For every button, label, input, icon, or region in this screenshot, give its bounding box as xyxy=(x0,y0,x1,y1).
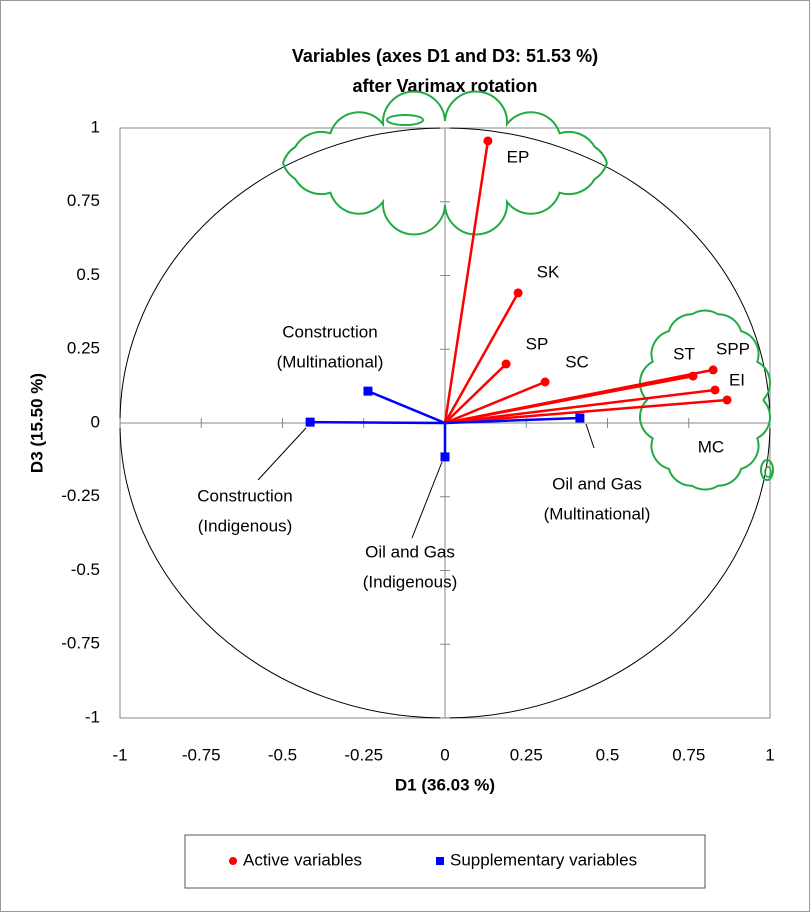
point-label: SP xyxy=(526,334,549,353)
point-label: (Indigenous) xyxy=(363,572,458,591)
point xyxy=(723,395,732,404)
legend-label: Active variables xyxy=(243,850,362,869)
point-label: (Multinational) xyxy=(277,352,384,371)
y-tick-label: 0 xyxy=(91,412,100,431)
point-label: EI xyxy=(729,370,745,389)
point xyxy=(575,413,584,422)
x-tick-label: 0.5 xyxy=(596,745,620,764)
y-tick-label: -0.25 xyxy=(61,486,100,505)
x-tick-label: 0.25 xyxy=(510,745,543,764)
x-tick-label: -0.25 xyxy=(344,745,383,764)
x-axis-label: D1 (36.03 %) xyxy=(395,775,495,794)
x-tick-label: 0 xyxy=(440,745,449,764)
point-label: (Multinational) xyxy=(544,504,651,523)
y-tick-label: 0.25 xyxy=(67,339,100,358)
point-label: SK xyxy=(537,262,560,281)
legend-marker xyxy=(436,857,444,865)
point xyxy=(541,377,550,386)
y-tick-label: -0.75 xyxy=(61,634,100,653)
x-tick-label: 1 xyxy=(765,745,774,764)
point xyxy=(483,136,492,145)
x-tick-label: -1 xyxy=(112,745,127,764)
vector xyxy=(310,422,445,423)
chart: Variables (axes D1 and D3: 51.53 %) afte… xyxy=(0,0,811,913)
point-label: ST xyxy=(673,344,695,363)
point xyxy=(514,288,523,297)
legend-label: Supplementary variables xyxy=(450,850,637,869)
page: {"chart_data": {"type": "scatter", "titl… xyxy=(0,0,811,913)
y-tick-label: 0.75 xyxy=(67,191,100,210)
point-label: EP xyxy=(507,147,530,166)
point-label: Oil and Gas xyxy=(552,474,642,493)
y-axis-label: D3 (15.50 %) xyxy=(27,373,46,473)
y-tick-label: -0.5 xyxy=(71,560,100,579)
y-tick-label: 0.5 xyxy=(76,265,100,284)
point xyxy=(709,365,718,374)
point-label: Construction xyxy=(282,322,377,341)
y-tick-label: 1 xyxy=(91,117,100,136)
chart-title: after Varimax rotation xyxy=(352,76,537,96)
point-label: MC xyxy=(698,437,724,456)
chart-title: Variables (axes D1 and D3: 51.53 %) xyxy=(292,46,598,66)
point xyxy=(711,385,720,394)
legend-marker xyxy=(229,857,237,865)
point xyxy=(306,418,315,427)
point-label: SPP xyxy=(716,339,750,358)
point-label: Oil and Gas xyxy=(365,542,455,561)
x-tick-label: -0.5 xyxy=(268,745,297,764)
point-label: SC xyxy=(565,352,589,371)
x-tick-label: 0.75 xyxy=(672,745,705,764)
point xyxy=(502,360,511,369)
point xyxy=(441,452,450,461)
y-tick-label: -1 xyxy=(85,707,100,726)
x-tick-label: -0.75 xyxy=(182,745,221,764)
point xyxy=(363,387,372,396)
point-label: Construction xyxy=(197,486,292,505)
point-label: (Indigenous) xyxy=(198,516,293,535)
